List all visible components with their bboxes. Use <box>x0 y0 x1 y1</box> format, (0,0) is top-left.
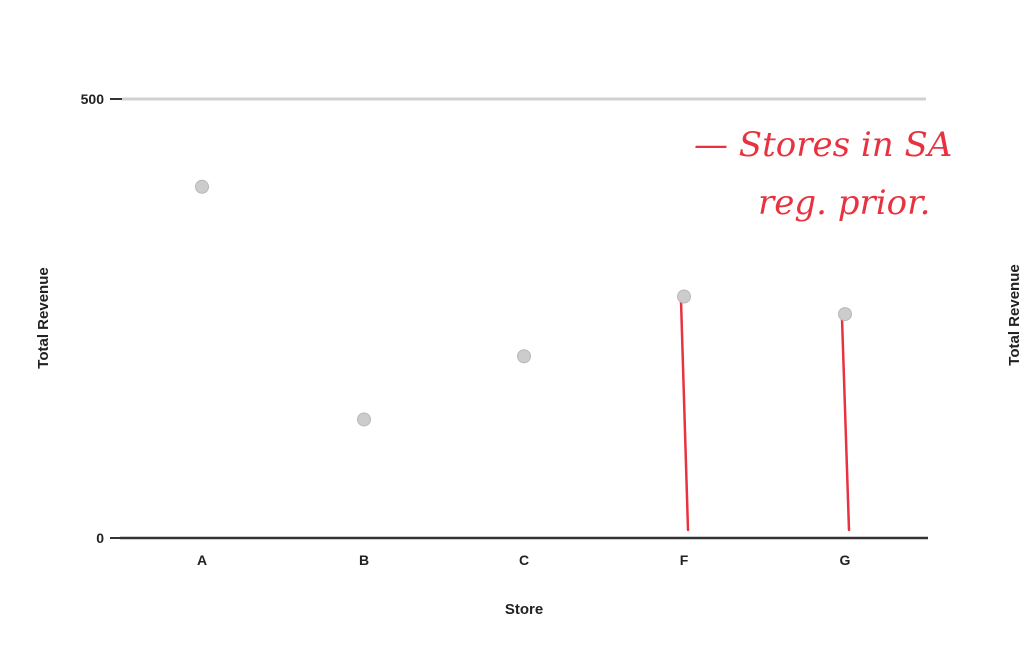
x-axis-title: Store <box>505 601 543 618</box>
x-tick-label: G <box>840 552 851 568</box>
y-tick-label: 500 <box>81 91 105 107</box>
x-tick-label: F <box>680 552 689 568</box>
x-tick-label: C <box>519 552 529 568</box>
y-axis-title: Total Revenue <box>35 267 52 368</box>
data-points <box>195 179 852 427</box>
data-point <box>195 179 209 194</box>
annotation-line <box>840 316 851 532</box>
data-point <box>677 289 691 304</box>
x-tick-label: B <box>359 552 369 568</box>
annotation-line <box>679 299 690 532</box>
x-tick-label: A <box>197 552 207 568</box>
annotation-note-line1: — Stores in SA <box>694 125 952 165</box>
annotation-lines <box>679 299 851 532</box>
data-point <box>357 412 371 427</box>
data-point <box>517 349 531 364</box>
y-tick-label: 0 <box>96 530 104 546</box>
data-point <box>838 307 852 322</box>
annotation-note-line2: reg. prior. <box>758 183 930 223</box>
secondary-y-axis-title: Total Revenue <box>1006 264 1023 365</box>
